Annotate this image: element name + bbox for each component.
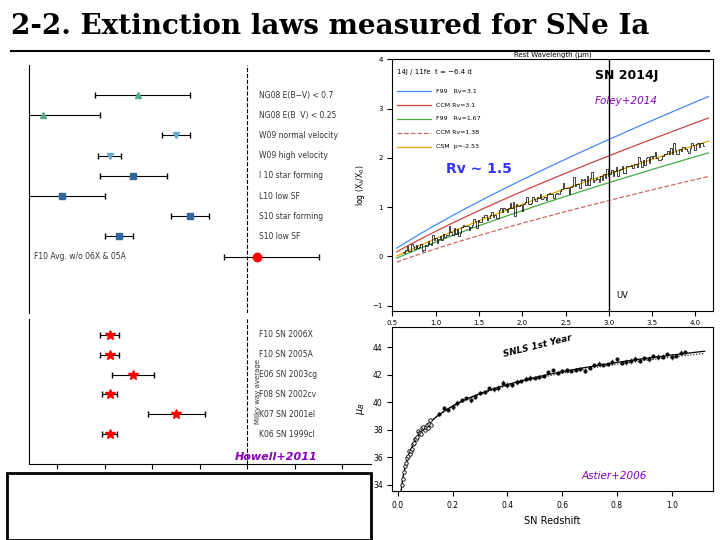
Text: S10 star forming: S10 star forming (258, 212, 323, 221)
Y-axis label: $\mu_B$: $\mu_B$ (356, 403, 367, 415)
Text: F99   Rv=3.1: F99 Rv=3.1 (436, 89, 477, 94)
Text: E06 SN 2003cg: E06 SN 2003cg (258, 370, 317, 379)
F99 Rv=1.67 (516, 208, 524, 214)
CCM Rv=3.1 (494, 199, 503, 205)
X-axis label: Inverse Rest Wavelength (μm⁻¹): Inverse Rest Wavelength (μm⁻¹) (491, 332, 614, 341)
F99 Rv=1.67 (618, 176, 626, 182)
CSM p=-2.53 (588, 176, 597, 183)
F99 Rv=1.67 (494, 215, 503, 222)
Text: F10 SN 2006X: F10 SN 2006X (258, 330, 312, 339)
CSM p=-2.53 (704, 138, 713, 144)
Text: 2-2. Extinction laws measured for SNe Ia: 2-2. Extinction laws measured for SNe Ia (11, 14, 649, 40)
Line: CCM Rv=1.38: CCM Rv=1.38 (397, 177, 708, 262)
CCM Rv=1.38 (494, 227, 503, 233)
CCM Rv=1.38 (430, 246, 438, 253)
CSM p=-2.53 (392, 253, 401, 259)
CCM Rv=1.38 (618, 194, 626, 200)
Text: NG08 E(B−V) < 0.7: NG08 E(B−V) < 0.7 (258, 91, 333, 99)
X-axis label: $R_V$ or $\beta - 1$: $R_V$ or $\beta - 1$ (171, 489, 228, 503)
F99 Rv=3.1 (619, 130, 628, 136)
Text: Foley+2014: Foley+2014 (595, 96, 657, 106)
Text: 14J / 11fe  t = −6.4 d: 14J / 11fe t = −6.4 d (397, 69, 472, 75)
Text: W09 high velocity: W09 high velocity (258, 151, 328, 160)
Text: F08 SN 2002cv: F08 SN 2002cv (258, 390, 316, 399)
F99 Rv=1.67 (619, 175, 628, 181)
CCM Rv=3.1 (430, 229, 438, 235)
CCM Rv=1.38 (392, 259, 401, 265)
F99 Rv=1.67 (392, 255, 401, 261)
F99 Rv=3.1 (618, 131, 626, 137)
Text: CCM Rv=3.1: CCM Rv=3.1 (436, 103, 475, 107)
Text: S10 low SF: S10 low SF (258, 232, 300, 241)
Text: F10 SN 2005A: F10 SN 2005A (258, 350, 312, 359)
CCM Rv=3.1 (619, 147, 628, 153)
Text: SN 2014J: SN 2014J (595, 69, 658, 82)
CCM Rv=1.38 (619, 194, 628, 200)
Line: F99 Rv=1.67: F99 Rv=1.67 (397, 153, 708, 258)
Text: SNLS 1st Year: SNLS 1st Year (502, 333, 572, 359)
Text: Milky way average: Milky way average (255, 359, 261, 424)
Text: Howell+2011: Howell+2011 (235, 453, 318, 462)
F99 Rv=1.67 (588, 185, 597, 191)
F99 Rv=3.1 (392, 245, 401, 251)
Text: K06 SN 1999cl: K06 SN 1999cl (258, 430, 315, 439)
CCM Rv=1.38 (704, 173, 713, 180)
CSM p=-2.53 (430, 236, 438, 242)
Line: CCM Rv=3.1: CCM Rv=3.1 (397, 118, 708, 252)
Title: Rest Wavelength (μm): Rest Wavelength (μm) (514, 52, 591, 58)
CCM Rv=3.1 (516, 189, 524, 195)
Text: Rv values measured for SNe Ia: Rv values measured for SNe Ia (34, 484, 344, 502)
F99 Rv=3.1 (430, 222, 438, 229)
Text: F99   Rv=1.67: F99 Rv=1.67 (436, 117, 480, 122)
CSM p=-2.53 (494, 210, 503, 217)
CCM Rv=3.1 (588, 159, 597, 165)
Text: CCM Rv=1.38: CCM Rv=1.38 (436, 130, 479, 135)
Text: F10 Avg. w/o 06X & 05A: F10 Avg. w/o 06X & 05A (34, 252, 125, 261)
Text: L10 low SF: L10 low SF (258, 192, 300, 200)
Text: NG08 E(B  V) < 0.25: NG08 E(B V) < 0.25 (258, 111, 336, 120)
Text: Rv ∼ 1.5: Rv ∼ 1.5 (446, 161, 512, 176)
F99 Rv=3.1 (588, 144, 597, 150)
Y-axis label: log (X$_λ$/X$_0$): log (X$_λ$/X$_0$) (354, 164, 366, 206)
CCM Rv=3.1 (704, 115, 713, 122)
Text: UV: UV (616, 291, 628, 300)
Line: F99 Rv=3.1: F99 Rv=3.1 (397, 97, 708, 248)
CSM p=-2.53 (516, 202, 524, 208)
X-axis label: SN Redshift: SN Redshift (524, 516, 581, 525)
CSM p=-2.53 (619, 166, 628, 172)
Text: W09 normal velocity: W09 normal velocity (258, 131, 338, 140)
Text: CSM  p=-2.53: CSM p=-2.53 (436, 144, 479, 149)
F99 Rv=1.67 (704, 150, 713, 156)
Text: I 10 star forming: I 10 star forming (258, 171, 323, 180)
F99 Rv=3.1 (494, 188, 503, 195)
Text: K07 SN 2001el: K07 SN 2001el (258, 410, 315, 419)
CCM Rv=3.1 (618, 147, 626, 154)
F99 Rv=3.1 (704, 93, 713, 100)
F99 Rv=1.67 (430, 239, 438, 246)
CCM Rv=1.38 (588, 201, 597, 208)
CCM Rv=1.38 (516, 220, 524, 227)
Text: Astier+2006: Astier+2006 (581, 471, 647, 481)
Line: CSM p=-2.53: CSM p=-2.53 (397, 141, 708, 256)
CCM Rv=3.1 (392, 248, 401, 255)
F99 Rv=3.1 (516, 178, 524, 184)
Text: are unusually low (Rv ∼ 1.0-2.5): are unusually low (Rv ∼ 1.0-2.5) (27, 512, 351, 531)
CSM p=-2.53 (618, 166, 626, 173)
